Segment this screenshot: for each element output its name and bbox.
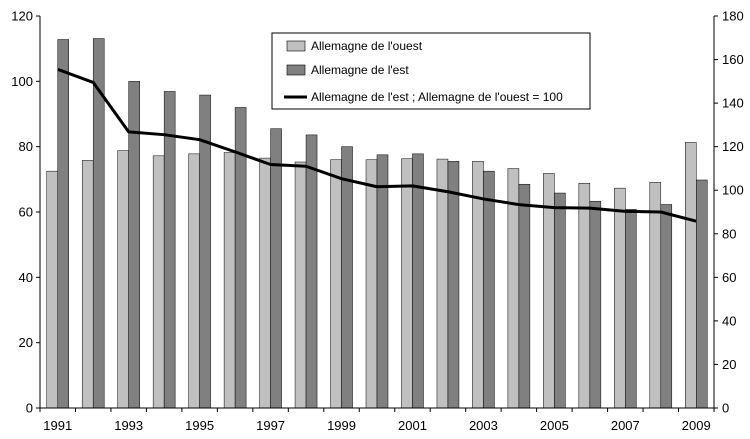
bar-west-1996 [223,152,236,409]
x-tick-label: 2003 [469,418,498,433]
left-tick-label: 100 [11,74,33,89]
bar-east-1994 [163,91,176,409]
bar-west-2007 [614,187,626,409]
bar-west-1994 [152,155,165,409]
legend-label-west: Allemagne de l'ouest [311,39,423,53]
bar-west-2008 [649,182,662,409]
x-tick-label: 1993 [114,418,143,433]
right-tick-label: 60 [722,270,736,285]
bar-west-2001 [401,158,413,409]
bar-west-1999 [330,159,342,409]
legend-label-ratio: Allemagne de l'est ; Allemagne de l'oues… [311,90,563,104]
right-tick-label: 120 [722,139,744,154]
bar-west-1995 [188,153,200,409]
bar-east-1999 [341,146,353,409]
bar-east-2004 [518,183,531,409]
left-tick-label: 60 [19,205,33,220]
left-tick-label: 120 [11,9,33,24]
legend-box [271,32,591,110]
bars-layer [46,38,708,409]
bar-east-2002 [447,161,460,409]
bar-west-2006 [578,183,591,409]
line-layer [57,67,697,223]
left-tick-label: 40 [19,270,33,285]
right-tick-label: 140 [722,96,744,111]
right-tick-label: 20 [722,357,736,372]
bar-east-2003 [483,170,495,409]
bar-east-2008 [660,204,673,409]
x-tick-label: 1995 [185,418,214,433]
bar-west-1991 [46,170,58,409]
bar-east-1998 [305,134,318,409]
legend-swatch-west [286,40,306,52]
bar-east-2005 [554,192,566,409]
right-tick-label: 100 [722,183,744,198]
bar-east-2001 [412,153,424,409]
right-tick-label: 180 [722,9,744,24]
x-tick-label: 2007 [611,418,640,433]
bar-west-2009 [685,142,697,409]
bar-east-2000 [376,154,389,409]
bar-east-1997 [270,128,282,409]
bar-east-1993 [128,81,140,409]
right-tick-label: 40 [722,313,736,328]
ratio-line [57,67,697,223]
bar-east-2007 [625,209,637,409]
axes-layer: 0 20 40 60 80 100 120 0 20 40 60 80 100 120 140 160 180 1… [11,9,743,434]
legend-label-east: Allemagne de l'est [311,63,409,77]
x-tick-label: 1991 [43,418,72,433]
bar-west-1998 [294,161,307,409]
bar-west-2002 [436,158,449,409]
legend-swatch-east [286,64,306,76]
legend: Allemagne de l'ouest Allemagne de l'est … [271,32,591,110]
bar-east-2006 [589,200,602,409]
bar-west-2000 [365,159,378,409]
left-tick-label: 80 [19,139,33,154]
bar-west-1992 [81,160,94,409]
right-tick-label: 80 [722,226,736,241]
x-tick-label: 2001 [398,418,427,433]
bar-west-1993 [117,150,129,409]
bar-east-2009 [696,179,708,409]
x-tick-label: 1997 [256,418,285,433]
x-tick-label: 2005 [540,418,569,433]
x-tick-label: 1999 [327,418,356,433]
bar-east-1991 [57,39,69,409]
right-tick-label: 0 [722,401,729,416]
right-tick-label: 160 [722,52,744,67]
x-tick-label: 2009 [682,418,711,433]
bar-west-1997 [259,157,271,409]
left-tick-label: 20 [19,335,33,350]
left-tick-label: 0 [26,401,33,416]
